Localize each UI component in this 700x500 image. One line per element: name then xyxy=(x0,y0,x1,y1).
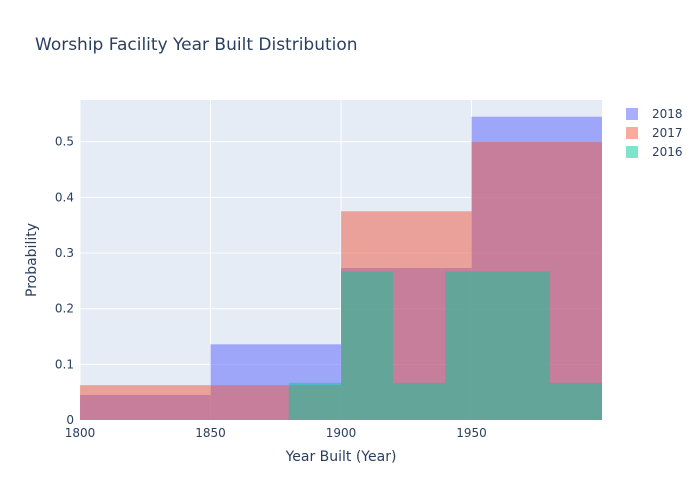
x-tick-label: 1900 xyxy=(326,426,357,440)
y-tick-label: 0.2 xyxy=(55,302,74,316)
x-tick-label: 1800 xyxy=(65,426,96,440)
y-axis-title: Probability xyxy=(24,223,40,297)
y-axis-ticks: 0 0.1 0.2 0.3 0.4 0.5 xyxy=(55,135,74,427)
histogram-bar-2016 xyxy=(393,382,446,420)
x-tick-label: 1950 xyxy=(456,426,487,440)
legend-label: 2018 xyxy=(652,107,683,121)
legend-swatch xyxy=(626,146,638,158)
legend[interactable]: 2018 2017 2016 xyxy=(626,107,683,159)
histogram-bar-2016 xyxy=(445,271,550,420)
histogram-bar-2016 xyxy=(341,271,394,420)
x-tick-label: 1850 xyxy=(195,426,226,440)
legend-item-2017[interactable]: 2017 xyxy=(626,126,683,140)
x-axis-title: Year Built (Year) xyxy=(285,449,397,465)
y-tick-label: 0.5 xyxy=(55,135,74,149)
chart-title: Worship Facility Year Built Distribution xyxy=(35,35,358,55)
legend-item-2016[interactable]: 2016 xyxy=(626,145,683,159)
y-tick-label: 0.1 xyxy=(55,357,74,371)
y-tick-label: 0.3 xyxy=(55,246,74,260)
legend-label: 2016 xyxy=(652,145,683,159)
y-tick-label: 0.4 xyxy=(55,190,74,204)
legend-swatch xyxy=(626,127,638,139)
legend-swatch xyxy=(626,108,638,120)
legend-item-2018[interactable]: 2018 xyxy=(626,107,683,121)
y-tick-label: 0 xyxy=(66,413,74,427)
histogram-bar-2017 xyxy=(80,385,211,420)
histogram-bar-2016 xyxy=(288,382,341,420)
histogram-bar-2016 xyxy=(549,382,602,420)
histogram-bars xyxy=(80,116,602,421)
x-axis-ticks: 1800 1850 1900 1950 xyxy=(65,426,487,440)
legend-label: 2017 xyxy=(652,126,683,140)
